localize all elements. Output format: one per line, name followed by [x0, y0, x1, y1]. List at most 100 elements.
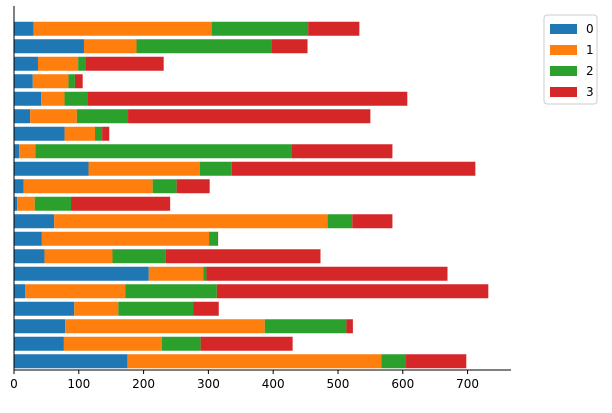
bar-series-2-row-2 — [264, 319, 347, 334]
bar-series-0-row-9 — [14, 196, 18, 211]
x-tick-label-200: 200 — [132, 377, 155, 391]
bar-series-0-row-17 — [14, 56, 38, 71]
bar-series-0-row-13 — [14, 126, 65, 141]
bar-series-1-row-0 — [127, 354, 382, 369]
legend-swatch-1 — [550, 45, 577, 55]
bar-series-2-row-5 — [203, 266, 207, 281]
bar-series-3-row-18 — [271, 39, 308, 54]
legend: 0 1 2 3 — [543, 14, 598, 105]
bar-series-1-row-17 — [37, 56, 79, 71]
bar-series-3-row-0 — [406, 354, 467, 369]
bar-series-2-row-19 — [211, 21, 309, 36]
bar-series-0-row-2 — [14, 319, 66, 334]
bar-series-3-row-9 — [71, 196, 171, 211]
x-tick-label-0: 0 — [10, 377, 18, 391]
bar-series-1-row-8 — [54, 214, 328, 229]
legend-label-0: 0 — [586, 22, 594, 36]
bar-series-2-row-15 — [64, 91, 88, 106]
bar-series-0-row-1 — [14, 336, 64, 351]
bar-series-0-row-0 — [14, 354, 128, 369]
bar-series-2-row-1 — [161, 336, 201, 351]
bar-series-3-row-14 — [128, 109, 371, 124]
bar-series-2-row-16 — [68, 74, 75, 89]
bar-series-3-row-2 — [346, 319, 353, 334]
bar-series-3-row-3 — [193, 301, 219, 316]
bar-series-2-row-9 — [34, 196, 72, 211]
x-tick-label-500: 500 — [327, 377, 350, 391]
bar-series-3-row-19 — [308, 21, 360, 36]
bar-series-1-row-12 — [19, 144, 36, 159]
bar-series-2-row-13 — [95, 126, 103, 141]
bar-series-3-row-1 — [200, 336, 293, 351]
bar-series-3-row-7 — [217, 231, 219, 246]
bar-series-3-row-6 — [165, 249, 321, 264]
bar-series-0-row-3 — [14, 301, 75, 316]
legend-swatch-3 — [550, 87, 577, 97]
bar-series-1-row-6 — [44, 249, 113, 264]
bar-series-2-row-12 — [35, 144, 292, 159]
bar-series-0-row-16 — [14, 74, 33, 89]
bar-series-1-row-10 — [23, 179, 153, 194]
bar-series-2-row-11 — [199, 161, 232, 176]
legend-box — [543, 14, 598, 105]
legend-swatch-0 — [550, 24, 577, 34]
bar-series-1-row-9 — [17, 196, 35, 211]
bar-series-0-row-5 — [14, 266, 149, 281]
bar-series-3-row-5 — [206, 266, 448, 281]
bar-series-3-row-10 — [176, 179, 210, 194]
x-tick-label-700: 700 — [456, 377, 479, 391]
bar-series-1-row-16 — [32, 74, 69, 89]
legend-swatch-2 — [550, 66, 577, 76]
bar-series-0-row-10 — [14, 179, 24, 194]
bar-series-2-row-6 — [112, 249, 166, 264]
bar-series-1-row-1 — [63, 336, 162, 351]
bar-series-3-row-11 — [231, 161, 476, 176]
bar-series-1-row-15 — [41, 91, 65, 106]
bar-series-2-row-3 — [118, 301, 194, 316]
bar-series-1-row-19 — [33, 21, 212, 36]
bar-series-2-row-8 — [327, 214, 353, 229]
bar-series-3-row-13 — [102, 126, 110, 141]
bar-series-2-row-7 — [209, 231, 218, 246]
bar-series-2-row-10 — [152, 179, 177, 194]
bar-series-1-row-13 — [64, 126, 95, 141]
bar-series-0-row-8 — [14, 214, 55, 229]
bar-series-0-row-4 — [14, 284, 26, 299]
x-tick-label-600: 600 — [391, 377, 414, 391]
bar-series-2-row-4 — [125, 284, 217, 299]
bar-series-2-row-17 — [78, 56, 86, 71]
bar-series-1-row-14 — [30, 109, 77, 124]
bar-series-1-row-18 — [83, 39, 137, 54]
bar-series-1-row-5 — [148, 266, 204, 281]
bar-series-0-row-6 — [14, 249, 45, 264]
bar-series-1-row-4 — [25, 284, 126, 299]
bar-series-3-row-15 — [87, 91, 408, 106]
bar-series-1-row-11 — [88, 161, 200, 176]
legend-label-2: 2 — [586, 64, 594, 78]
bar-series-0-row-11 — [14, 161, 89, 176]
bar-series-1-row-3 — [74, 301, 119, 316]
bar-series-0-row-7 — [14, 231, 42, 246]
x-tick-label-400: 400 — [262, 377, 285, 391]
bar-series-0-row-19 — [14, 21, 34, 36]
bar-series-2-row-0 — [381, 354, 407, 369]
x-tick-label-100: 100 — [67, 377, 90, 391]
bar-series-3-row-16 — [74, 74, 83, 89]
bar-series-0-row-15 — [14, 91, 42, 106]
x-tick-label-300: 300 — [197, 377, 220, 391]
bar-series-0-row-14 — [14, 109, 31, 124]
legend-label-3: 3 — [586, 85, 594, 99]
bar-series-3-row-8 — [352, 214, 393, 229]
bar-series-2-row-14 — [76, 109, 129, 124]
bar-series-0-row-18 — [14, 39, 84, 54]
bar-series-0-row-12 — [14, 144, 20, 159]
axes-layer: 0 100 200 300 400 500 600 700 — [10, 6, 511, 391]
bar-series-1-row-7 — [41, 231, 210, 246]
bar-series-1-row-2 — [65, 319, 265, 334]
bar-series-3-row-17 — [85, 56, 164, 71]
bar-series-2-row-18 — [136, 39, 272, 54]
bar-series-3-row-12 — [291, 144, 393, 159]
legend-label-1: 1 — [586, 43, 594, 57]
bar-series-3-row-4 — [216, 284, 489, 299]
